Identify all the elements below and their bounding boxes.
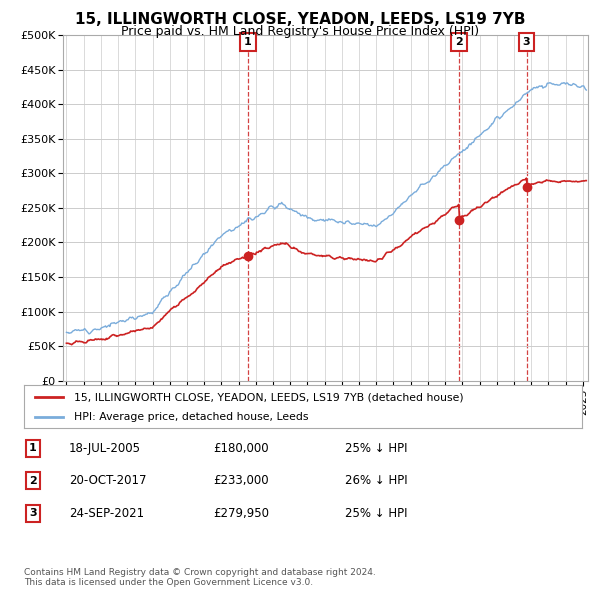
Text: 2: 2 — [29, 476, 37, 486]
Text: 3: 3 — [523, 37, 530, 47]
Text: 3: 3 — [29, 509, 37, 518]
Text: 18-JUL-2005: 18-JUL-2005 — [69, 442, 141, 455]
Text: £279,950: £279,950 — [213, 507, 269, 520]
Text: 1: 1 — [29, 444, 37, 453]
Text: 24-SEP-2021: 24-SEP-2021 — [69, 507, 144, 520]
Text: 26% ↓ HPI: 26% ↓ HPI — [345, 474, 407, 487]
Text: 20-OCT-2017: 20-OCT-2017 — [69, 474, 146, 487]
Text: Contains HM Land Registry data © Crown copyright and database right 2024.
This d: Contains HM Land Registry data © Crown c… — [24, 568, 376, 587]
Text: 25% ↓ HPI: 25% ↓ HPI — [345, 442, 407, 455]
Text: HPI: Average price, detached house, Leeds: HPI: Average price, detached house, Leed… — [74, 412, 309, 422]
Text: 25% ↓ HPI: 25% ↓ HPI — [345, 507, 407, 520]
Text: Price paid vs. HM Land Registry's House Price Index (HPI): Price paid vs. HM Land Registry's House … — [121, 25, 479, 38]
Text: 15, ILLINGWORTH CLOSE, YEADON, LEEDS, LS19 7YB (detached house): 15, ILLINGWORTH CLOSE, YEADON, LEEDS, LS… — [74, 392, 464, 402]
Text: 2: 2 — [455, 37, 463, 47]
Text: 1: 1 — [244, 37, 252, 47]
Text: 15, ILLINGWORTH CLOSE, YEADON, LEEDS, LS19 7YB: 15, ILLINGWORTH CLOSE, YEADON, LEEDS, LS… — [75, 12, 525, 27]
Text: £180,000: £180,000 — [213, 442, 269, 455]
Text: £233,000: £233,000 — [213, 474, 269, 487]
